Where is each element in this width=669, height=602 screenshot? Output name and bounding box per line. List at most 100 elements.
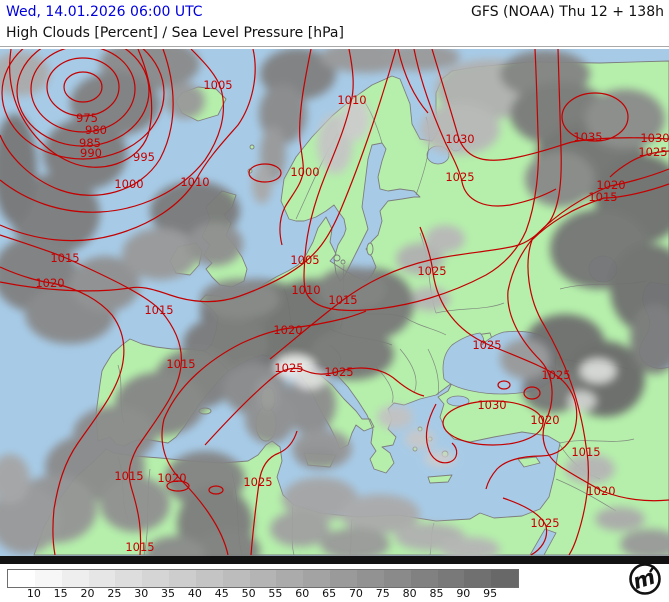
legend-segment — [195, 570, 223, 587]
island-cyprus — [517, 456, 541, 468]
isobar-label: 1015 — [588, 190, 617, 204]
isobar-label: 980 — [85, 123, 107, 137]
legend-segment — [491, 570, 519, 587]
isobar-label: 1005 — [290, 253, 319, 267]
isobar-label: 1000 — [114, 177, 143, 191]
cloud-cover-legend: 10 15 20 25 30 35 40 45 50 55 60 65 70 75 80 85 90 95 — [0, 564, 669, 600]
legend-segment — [464, 570, 492, 587]
island-faroe — [249, 144, 255, 150]
legend-tick-label: 40 — [187, 587, 202, 600]
legend-segment — [169, 570, 196, 587]
isobar-label: 1030 — [477, 398, 506, 412]
isobar-label: 1015 — [50, 251, 79, 265]
isobar-label: 1025 — [472, 338, 501, 352]
isobar-label: 1030 — [445, 132, 474, 146]
legend-color-bar — [7, 569, 519, 588]
isobar-label: 1025 — [274, 361, 303, 375]
legend-segment — [437, 570, 465, 587]
isobar-label: 1015 — [125, 540, 154, 554]
legend-segment — [115, 570, 143, 587]
isobar-label: 1020 — [273, 323, 302, 337]
isobar-label: 1015 — [166, 357, 195, 371]
legend-tick-label: 55 — [268, 587, 283, 600]
isobar-label: 975 — [76, 111, 98, 125]
legend-segment — [249, 570, 277, 587]
legend-tick-label: 10 — [26, 587, 41, 600]
legend-tick-label: 75 — [375, 587, 390, 600]
legend-tick-label: 35 — [161, 587, 176, 600]
isobar-label: 1030 — [640, 131, 669, 145]
isobar-label: 1015 — [144, 303, 173, 317]
isobar-label: 985 — [79, 136, 101, 150]
legend-tick-label: 20 — [80, 587, 95, 600]
logo-tick-icon — [649, 565, 655, 573]
legend-tick-label: 95 — [483, 587, 498, 600]
isobar-label: 1010 — [291, 283, 320, 297]
isobar-label: 990 — [80, 146, 102, 160]
isobar-label: 995 — [133, 150, 155, 164]
map-datetime: Wed, 14.01.2026 06:00 UTC — [6, 4, 203, 20]
legend-tick-label: 65 — [322, 587, 337, 600]
island-crete — [427, 474, 453, 484]
logo-circle-icon — [629, 563, 661, 595]
legend-tick-label: 30 — [134, 587, 149, 600]
legend-tick-label: 80 — [402, 587, 417, 600]
map-parameter-title: High Clouds [Percent] / Sea Level Pressu… — [6, 25, 344, 41]
legend-segment — [34, 570, 62, 587]
legend-segment — [383, 570, 411, 587]
legend-tick-label: 60 — [295, 587, 310, 600]
island-zealand — [333, 254, 341, 262]
isobar-label: 1015 — [571, 445, 600, 459]
legend-tick-label: 45 — [214, 587, 229, 600]
isobar-label: 1020 — [596, 178, 625, 192]
header: Wed, 14.01.2026 06:00 UTC GFS (NOAA) Thu… — [0, 0, 669, 48]
isobar-label: 1025 — [243, 475, 272, 489]
legend-tick-label: 85 — [429, 587, 444, 600]
isobar-label: 1025 — [324, 365, 353, 379]
isobar-label: 1020 — [586, 484, 615, 498]
legend-segment — [222, 570, 250, 587]
isobar-label: 1010 — [337, 93, 366, 107]
header-divider — [0, 46, 669, 47]
legend-tick-labels: 10 15 20 25 30 35 40 45 50 55 60 65 70 75 80 85 90 95 — [7, 587, 517, 600]
isobar-label: 1000 — [290, 165, 319, 179]
isobar-label: 1005 — [203, 78, 232, 92]
legend-tick-label: 15 — [53, 587, 68, 600]
map-bottom-frame — [0, 556, 669, 564]
isobar-label: 1015 — [114, 469, 143, 483]
isobar-label: 1035 — [573, 130, 602, 144]
isobar-label: 1020 — [530, 413, 559, 427]
weather-map: 975 980 985 990 995 1000 1005 1000 1010 1010 1030 1… — [0, 26, 669, 573]
isobar-lines — [0, 26, 669, 556]
isobar-label: 1025 — [541, 368, 570, 382]
isobar-label: 1025 — [445, 170, 474, 184]
isobar-label: 1020 — [35, 276, 64, 290]
legend-tick-label: 50 — [241, 587, 256, 600]
isobar-label: 1025 — [417, 264, 446, 278]
isobar-label: 1015 — [328, 293, 357, 307]
model-run-info: GFS (NOAA) Thu 12 + 138h — [471, 4, 664, 20]
legend-tick-label: 70 — [348, 587, 363, 600]
sea-of-marmara — [446, 395, 470, 407]
island-gotland — [366, 242, 374, 256]
legend-segment — [8, 570, 35, 587]
legend-segment — [356, 570, 384, 587]
island-funen — [340, 259, 346, 265]
legend-segment — [410, 570, 438, 587]
isobar-label: 1025 — [638, 145, 667, 159]
legend-segment — [303, 570, 331, 587]
isobar-label: 1010 — [180, 175, 209, 189]
legend-tick-label: 90 — [456, 587, 471, 600]
legend-segment — [142, 570, 170, 587]
legend-segment — [61, 570, 89, 587]
red-sea — [529, 528, 557, 556]
legend-segment — [88, 570, 116, 587]
isobar-label: 1025 — [530, 516, 559, 530]
legend-tick-label: 25 — [107, 587, 122, 600]
site-logo[interactable]: m — [626, 560, 664, 598]
legend-segment — [276, 570, 304, 587]
isobar-label: 1020 — [157, 471, 186, 485]
legend-segment — [330, 570, 357, 587]
